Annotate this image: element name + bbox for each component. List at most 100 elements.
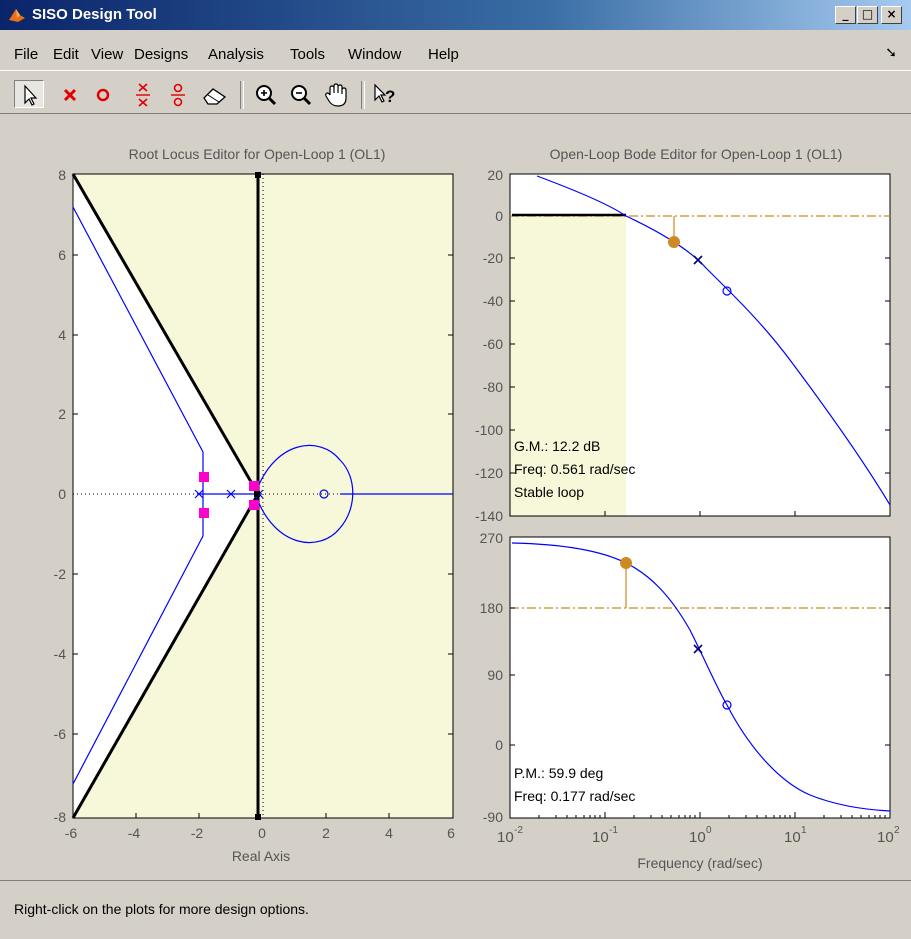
freq-xtick-exp: -1: [609, 825, 618, 836]
damping-line-lower[interactable]: [71, 493, 260, 819]
toolbar-separator: [240, 81, 244, 109]
open-loop-pole[interactable]: [194, 489, 204, 499]
rl-xtick: -4: [128, 825, 141, 841]
title-bar: SISO Design Tool _ □ ×: [0, 0, 911, 30]
add-real-pole-icon[interactable]: [55, 81, 85, 109]
boundary-handle-top[interactable]: [255, 172, 261, 178]
freq-xtick-exp: 0: [706, 825, 712, 836]
phase-margin-text: P.M.: 59.9 deg: [514, 765, 603, 781]
rl-xtick: 4: [385, 825, 393, 841]
rl-xlabel: Real Axis: [232, 848, 290, 864]
mag-ytick: -140: [475, 508, 503, 524]
zoom-in-icon[interactable]: [251, 81, 281, 109]
toolbar: ?: [0, 70, 911, 114]
phase-margin-freq: Freq: 0.177 rad/sec: [514, 788, 635, 804]
phase-margin-marker[interactable]: [620, 557, 632, 569]
zoom-out-icon[interactable]: [286, 81, 316, 109]
freq-xtick: 10: [592, 829, 609, 846]
menu-tools[interactable]: Tools: [290, 46, 326, 63]
rl-xtick: -6: [65, 825, 78, 841]
gain-margin-freq: Freq: 0.561 rad/sec: [514, 461, 635, 477]
rl-ytick: -2: [54, 566, 67, 582]
mag-ytick: -120: [475, 465, 503, 481]
boundary-handle-bottom[interactable]: [255, 814, 261, 820]
rl-ytick: -6: [54, 726, 67, 742]
root-locus-ticks: [73, 254, 453, 818]
rl-xtick: 0: [258, 825, 266, 841]
root-locus-title: Root Locus Editor for Open-Loop 1 (OL1): [129, 146, 386, 162]
toolbar-separator: [361, 81, 365, 109]
svg-text:?: ?: [385, 87, 395, 106]
rl-ytick: 8: [58, 167, 66, 183]
phase-curve[interactable]: [511, 542, 891, 812]
menu-file[interactable]: File: [14, 46, 39, 63]
select-arrow-icon[interactable]: [14, 80, 44, 108]
closed-loop-pole[interactable]: [199, 472, 209, 482]
window-title: SISO Design Tool: [32, 6, 157, 23]
menu-help[interactable]: Help: [428, 46, 459, 63]
magnitude-curve[interactable]: [536, 175, 891, 506]
menu-edit[interactable]: Edit: [53, 46, 79, 63]
mag-ytick: -80: [483, 379, 503, 395]
phase-ytick: 90: [487, 667, 503, 683]
phase-ytick: -90: [483, 809, 503, 825]
rl-ytick: -4: [54, 646, 67, 662]
freq-xtick: 10: [877, 829, 894, 846]
freq-xtick-exp: -2: [514, 825, 523, 836]
minimize-button[interactable]: _: [835, 6, 856, 24]
rl-ytick: 0: [58, 486, 66, 502]
status-bar: Right-click on the plots for more design…: [0, 880, 911, 939]
maximize-button[interactable]: □: [857, 6, 878, 24]
compensator-zero[interactable]: [722, 700, 732, 710]
gain-margin-marker[interactable]: [668, 236, 680, 248]
rl-xtick: 2: [322, 825, 330, 841]
menu-window[interactable]: Window: [348, 46, 402, 63]
eraser-icon[interactable]: [199, 81, 229, 109]
whats-this-help-icon[interactable]: ?: [370, 81, 400, 109]
mag-ytick: -40: [483, 293, 503, 309]
closed-loop-pole[interactable]: [199, 508, 209, 518]
pan-hand-icon[interactable]: [321, 81, 351, 109]
gain-margin-text: G.M.: 12.2 dB: [514, 438, 600, 454]
phase-ytick: 180: [480, 600, 504, 616]
mag-ytick: -100: [475, 422, 503, 438]
damping-line-upper[interactable]: [71, 173, 260, 495]
closed-loop-pole[interactable]: [249, 481, 259, 491]
closed-loop-pole[interactable]: [249, 500, 259, 510]
menu-designs[interactable]: Designs: [134, 46, 189, 63]
rl-xtick: 6: [447, 825, 455, 841]
stability-status: Stable loop: [514, 484, 584, 500]
bode-xlabel: Frequency (rad/sec): [637, 855, 762, 871]
menu-dock-arrow-icon[interactable]: ➘: [885, 44, 897, 60]
root-locus-axes[interactable]: [71, 172, 454, 820]
open-loop-zero[interactable]: [319, 489, 329, 499]
freq-xtick: 10: [689, 829, 706, 846]
freq-xtick: 10: [784, 829, 801, 846]
close-button[interactable]: ×: [881, 6, 902, 24]
phase-ytick: 0: [495, 737, 503, 753]
add-real-zero-icon[interactable]: [88, 81, 118, 109]
freq-xtick-exp: 1: [801, 825, 807, 836]
mag-ytick: -20: [483, 250, 503, 266]
rl-ytick: 2: [58, 406, 66, 422]
menu-analysis[interactable]: Analysis: [208, 46, 264, 63]
add-complex-zero-icon[interactable]: [163, 81, 193, 109]
menu-view[interactable]: View: [91, 46, 124, 63]
bode-phase-axes[interactable]: P.M.: 59.9 deg Freq: 0.177 rad/sec: [509, 536, 891, 819]
compensator-pole[interactable]: [693, 644, 703, 654]
add-complex-pole-icon[interactable]: [128, 81, 158, 109]
gain-region-shade: [510, 216, 626, 516]
compensator-pole[interactable]: [693, 255, 703, 265]
region-shade: [258, 174, 453, 818]
open-loop-pole[interactable]: [226, 489, 236, 499]
mag-ytick: 0: [495, 208, 503, 224]
compensator-zero[interactable]: [722, 286, 732, 296]
rl-ytick: 6: [58, 247, 66, 263]
rl-xtick: -2: [191, 825, 204, 841]
phase-ytick: 270: [480, 530, 504, 546]
bode-magnitude-axes[interactable]: G.M.: 12.2 dB Freq: 0.561 rad/sec Stable…: [509, 173, 891, 517]
bode-phase-ticks: [510, 607, 890, 818]
rl-ytick: -8: [54, 809, 67, 825]
plot-area: Root Locus Editor for Open-Loop 1 (OL1): [54, 146, 900, 871]
rl-ytick: 4: [58, 327, 66, 343]
